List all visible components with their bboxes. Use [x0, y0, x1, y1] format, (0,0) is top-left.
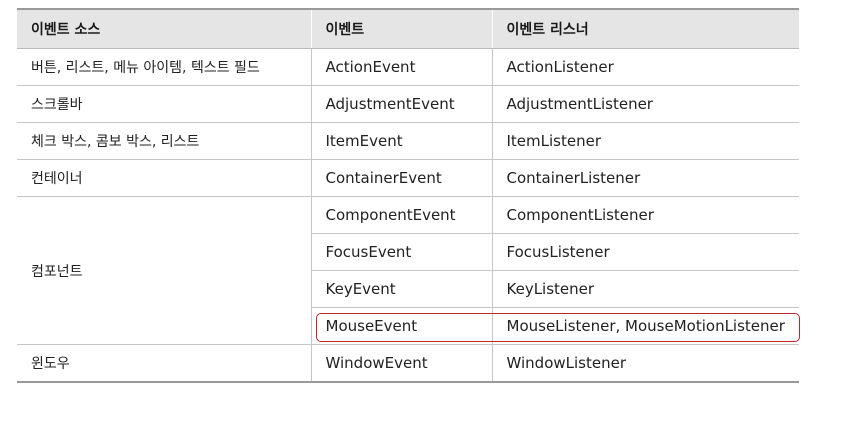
event-cell: ActionEvent [310, 48, 492, 86]
event-cell: AdjustmentEvent [310, 85, 492, 123]
event-cell: ComponentEvent [310, 196, 492, 234]
table-row: KeyEvent KeyListener [17, 270, 799, 308]
table-row: 윈도우 WindowEvent WindowListener [17, 344, 799, 383]
listener-cell: ItemListener [491, 122, 799, 160]
listener-cell: KeyListener [491, 270, 799, 308]
event-cell: ContainerEvent [310, 159, 492, 197]
listener-cell: WindowListener [491, 344, 799, 383]
event-cell: ItemEvent [310, 122, 492, 160]
header-event-listener: 이벤트 리스너 [491, 8, 799, 49]
listener-cell: FocusListener [491, 233, 799, 271]
event-source-cell: 컴포넌트 [17, 196, 311, 345]
event-cell: KeyEvent [310, 270, 492, 308]
table-row: 체크 박스, 콤보 박스, 리스트 ItemEvent ItemListener [17, 122, 799, 160]
event-cell: FocusEvent [310, 233, 492, 271]
event-source-cell: 컨테이너 [17, 159, 311, 197]
table-row: 스크롤바 AdjustmentEvent AdjustmentListener [17, 85, 799, 123]
table-row: FocusEvent FocusListener [17, 233, 799, 271]
header-event-source: 이벤트 소스 [17, 8, 311, 49]
event-source-cell: 버튼, 리스트, 메뉴 아이템, 텍스트 필드 [17, 48, 311, 86]
listener-cell: ContainerListener [491, 159, 799, 197]
listener-cell: ComponentListener [491, 196, 799, 234]
table-row: 컴포넌트 ComponentEvent ComponentListener [17, 196, 799, 345]
event-source-cell: 체크 박스, 콤보 박스, 리스트 [17, 122, 311, 160]
event-source-cell: 스크롤바 [17, 85, 311, 123]
event-source-cell: 윈도우 [17, 344, 311, 383]
table-row: 컨테이너 ContainerEvent ContainerListener [17, 159, 799, 197]
table-row: 버튼, 리스트, 메뉴 아이템, 텍스트 필드 ActionEvent Acti… [17, 48, 799, 86]
listener-cell: MouseListener, MouseMotionListener [491, 307, 799, 345]
event-cell: WindowEvent [310, 344, 492, 383]
listener-cell: ActionListener [491, 48, 799, 86]
listener-cell: AdjustmentListener [491, 85, 799, 123]
event-listener-table: 이벤트 소스 이벤트 이벤트 리스너 버튼, 리스트, 메뉴 아이템, 텍스트 … [17, 8, 799, 383]
header-event: 이벤트 [310, 8, 492, 49]
table-header-row: 이벤트 소스 이벤트 이벤트 리스너 [17, 8, 799, 49]
event-cell: MouseEvent [310, 307, 492, 345]
